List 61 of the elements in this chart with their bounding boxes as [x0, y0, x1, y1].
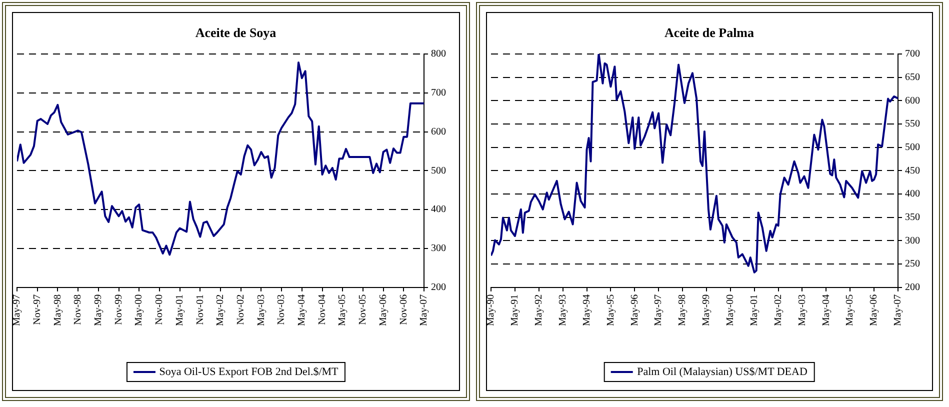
x-tick-label: May-07: [418, 294, 430, 326]
y-tick-label: 300: [431, 243, 446, 254]
x-tick-label: May-96: [628, 294, 640, 326]
x-tick-label: May-99: [700, 294, 712, 326]
x-tick-label: May-05: [844, 294, 856, 326]
x-tick-label: May-00: [134, 294, 145, 326]
x-tick-label: May-07: [892, 294, 904, 326]
x-tick-label: May-02: [772, 294, 784, 326]
x-tick-label: May-95: [604, 294, 616, 326]
x-tick-label: May-92: [533, 294, 544, 326]
x-tick-label: Nov-97: [32, 294, 43, 325]
y-tick-label: 300: [904, 235, 920, 246]
x-tick-label: May-98: [52, 294, 64, 326]
x-tick-label: Nov-05: [358, 294, 369, 325]
y-tick-label: 500: [904, 142, 920, 153]
y-tick-label: 600: [904, 95, 920, 106]
x-tick-label: May-02: [215, 294, 226, 326]
y-tick-label: 700: [431, 88, 446, 99]
x-tick-label: Nov-00: [154, 294, 166, 325]
x-tick-label: Nov-04: [316, 294, 328, 325]
y-tick-label: 550: [904, 118, 920, 130]
x-tick-label: May-97: [12, 294, 23, 326]
x-tick-label: May-98: [676, 294, 688, 326]
y-tick-label: 250: [904, 258, 920, 270]
x-tick-label: May-06: [868, 294, 880, 326]
x-tick-label: Nov-06: [398, 294, 410, 325]
x-tick-label: Nov-02: [235, 294, 246, 325]
x-tick-label: May-94: [580, 294, 592, 326]
x-tick-label: May-05: [337, 294, 348, 326]
y-tick-label: 600: [431, 126, 446, 138]
x-tick-label: Nov-99: [113, 294, 124, 325]
x-tick-label: May-01: [174, 294, 186, 326]
chart-title: Aceite de Palma: [663, 24, 756, 42]
y-tick-label: 350: [904, 212, 920, 223]
x-tick-label: May-00: [724, 294, 736, 326]
x-tick-label: May-04: [296, 294, 308, 326]
x-tick-label: May-03: [256, 294, 267, 326]
x-tick-label: May-97: [652, 294, 664, 326]
chart-title: Aceite de Soya: [194, 24, 278, 42]
x-tick-label: May-91: [509, 294, 520, 326]
x-tick-label: Nov-03: [276, 294, 288, 325]
y-tick-label: 650: [904, 72, 920, 83]
legend-label: Soya Oil-US Export FOB 2nd Del.$/MT: [159, 366, 338, 378]
x-tick-label: May-99: [93, 294, 104, 326]
x-tick-label: May-06: [378, 294, 389, 326]
x-tick-label: Nov-98: [72, 294, 84, 325]
y-tick-label: 200: [904, 282, 920, 293]
x-tick-label: May-04: [820, 294, 832, 326]
y-tick-label: 500: [431, 165, 446, 176]
x-tick-label: May-01: [748, 294, 760, 326]
y-tick-label: 400: [904, 188, 920, 200]
legend-label: Palm Oil (Malaysian) US$/MT DEAD: [637, 366, 808, 378]
y-tick-label: 200: [431, 282, 446, 293]
y-tick-label: 400: [431, 204, 446, 216]
x-tick-label: May-90: [485, 294, 496, 326]
x-tick-label: May-03: [796, 294, 808, 326]
y-tick-label: 450: [904, 165, 920, 176]
x-tick-label: Nov-01: [194, 294, 206, 325]
x-tick-label: May-93: [556, 294, 568, 326]
y-tick-label: 700: [904, 48, 920, 60]
y-tick-label: 800: [431, 48, 446, 60]
